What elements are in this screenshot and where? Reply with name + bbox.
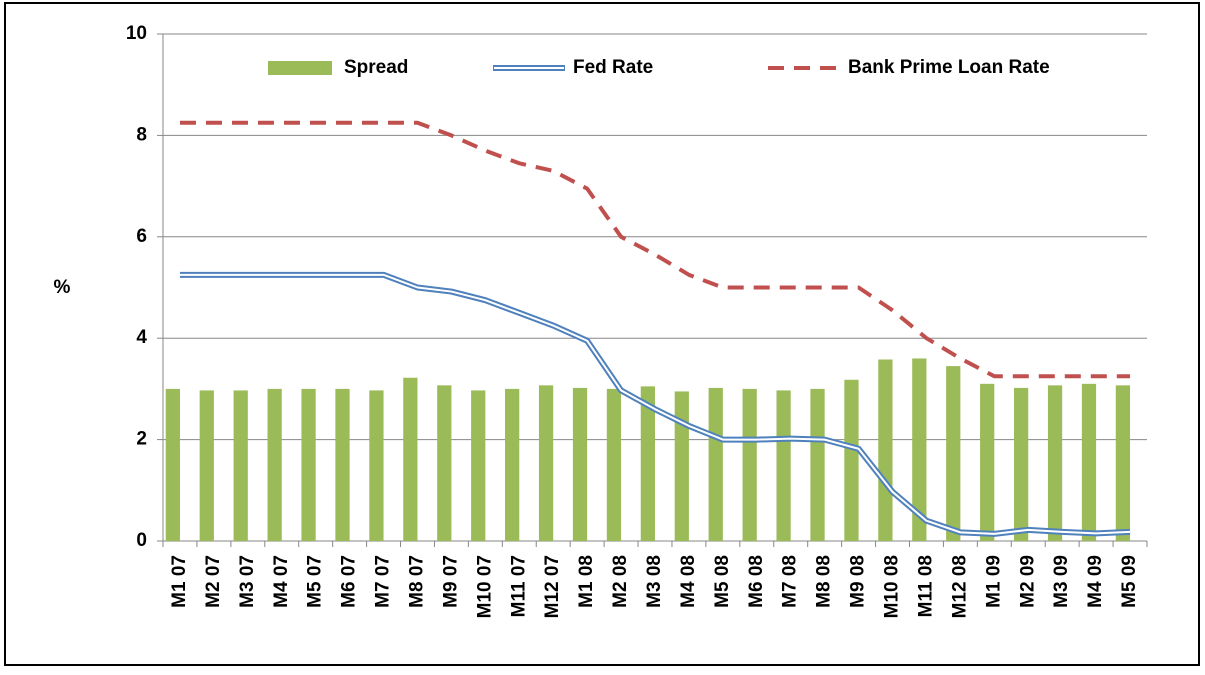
bar bbox=[980, 383, 995, 541]
x-tick-label: M6 07 bbox=[339, 555, 360, 608]
bar bbox=[572, 387, 588, 541]
bar bbox=[267, 388, 282, 541]
x-tick-label: M3 09 bbox=[1051, 555, 1072, 608]
bar bbox=[505, 388, 520, 541]
x-tick-label: M4 07 bbox=[271, 555, 292, 608]
bar bbox=[810, 388, 825, 541]
y-tick-label: 8 bbox=[136, 124, 147, 145]
x-tick-label: M3 08 bbox=[644, 555, 665, 608]
x-tick-label: M9 08 bbox=[848, 555, 869, 608]
line-series bbox=[179, 120, 1131, 379]
x-tick-label: M2 07 bbox=[203, 555, 224, 608]
y-tick-label: 6 bbox=[136, 226, 147, 247]
legend-swatch bbox=[268, 61, 332, 75]
bar bbox=[606, 388, 622, 541]
x-tick-label: M7 08 bbox=[780, 555, 801, 608]
x-tick-label: M12 08 bbox=[949, 555, 970, 618]
bar bbox=[640, 386, 655, 541]
x-tick-label: M12 07 bbox=[542, 555, 563, 618]
y-tick-label: 0 bbox=[136, 530, 147, 551]
y-axis-label: % bbox=[54, 277, 71, 298]
y-tick-label: 2 bbox=[136, 429, 147, 450]
x-tick-label: M10 07 bbox=[474, 555, 495, 618]
bar bbox=[471, 390, 486, 541]
bar bbox=[844, 379, 859, 541]
bar bbox=[437, 385, 452, 541]
x-tick-label: M9 07 bbox=[440, 555, 461, 608]
x-tick-label: M2 08 bbox=[610, 555, 631, 608]
x-tick-label: M7 07 bbox=[373, 555, 394, 608]
x-tick-label: M10 08 bbox=[882, 555, 903, 618]
x-tick-label: M1 07 bbox=[169, 555, 190, 608]
x-tick-label: M11 08 bbox=[915, 555, 936, 617]
bar bbox=[165, 388, 180, 541]
bar bbox=[1047, 385, 1063, 541]
bar bbox=[742, 388, 757, 541]
x-tick-label: M8 07 bbox=[406, 555, 427, 608]
bar bbox=[301, 388, 316, 541]
y-tick-label: 4 bbox=[136, 327, 147, 348]
bar bbox=[1115, 385, 1131, 541]
legend-label: Fed Rate bbox=[573, 57, 653, 78]
legend-label: Spread bbox=[344, 57, 408, 78]
x-tick-label: M2 09 bbox=[1017, 555, 1038, 608]
bar bbox=[403, 377, 418, 541]
x-tick-label: M5 07 bbox=[305, 555, 326, 608]
line-series-inner bbox=[179, 273, 1131, 535]
x-tick-label: M4 08 bbox=[678, 555, 699, 608]
bar bbox=[776, 390, 791, 541]
x-tick-label: M1 09 bbox=[983, 555, 1004, 608]
x-tick-label: M1 08 bbox=[576, 555, 597, 608]
bar bbox=[912, 358, 927, 541]
bar bbox=[1081, 383, 1097, 541]
y-tick-label: 10 bbox=[126, 23, 147, 44]
bar bbox=[335, 388, 350, 541]
bar bbox=[878, 359, 893, 541]
x-tick-label: M11 07 bbox=[508, 555, 529, 617]
bar bbox=[199, 390, 214, 541]
bar bbox=[946, 366, 961, 541]
bar bbox=[369, 390, 384, 541]
x-tick-label: M5 08 bbox=[712, 555, 733, 608]
bar bbox=[1013, 387, 1029, 541]
bar bbox=[233, 390, 248, 541]
bar bbox=[538, 385, 554, 541]
x-tick-label: M4 09 bbox=[1085, 555, 1106, 608]
bar bbox=[674, 391, 689, 541]
chart-frame bbox=[4, 2, 1200, 666]
x-tick-label: M8 08 bbox=[814, 555, 835, 608]
x-tick-label: M6 08 bbox=[746, 555, 767, 608]
x-tick-label: M5 09 bbox=[1119, 555, 1140, 608]
x-tick-label: M3 07 bbox=[237, 555, 258, 608]
legend-label: Bank Prime Loan Rate bbox=[848, 57, 1050, 78]
bar bbox=[708, 387, 723, 541]
